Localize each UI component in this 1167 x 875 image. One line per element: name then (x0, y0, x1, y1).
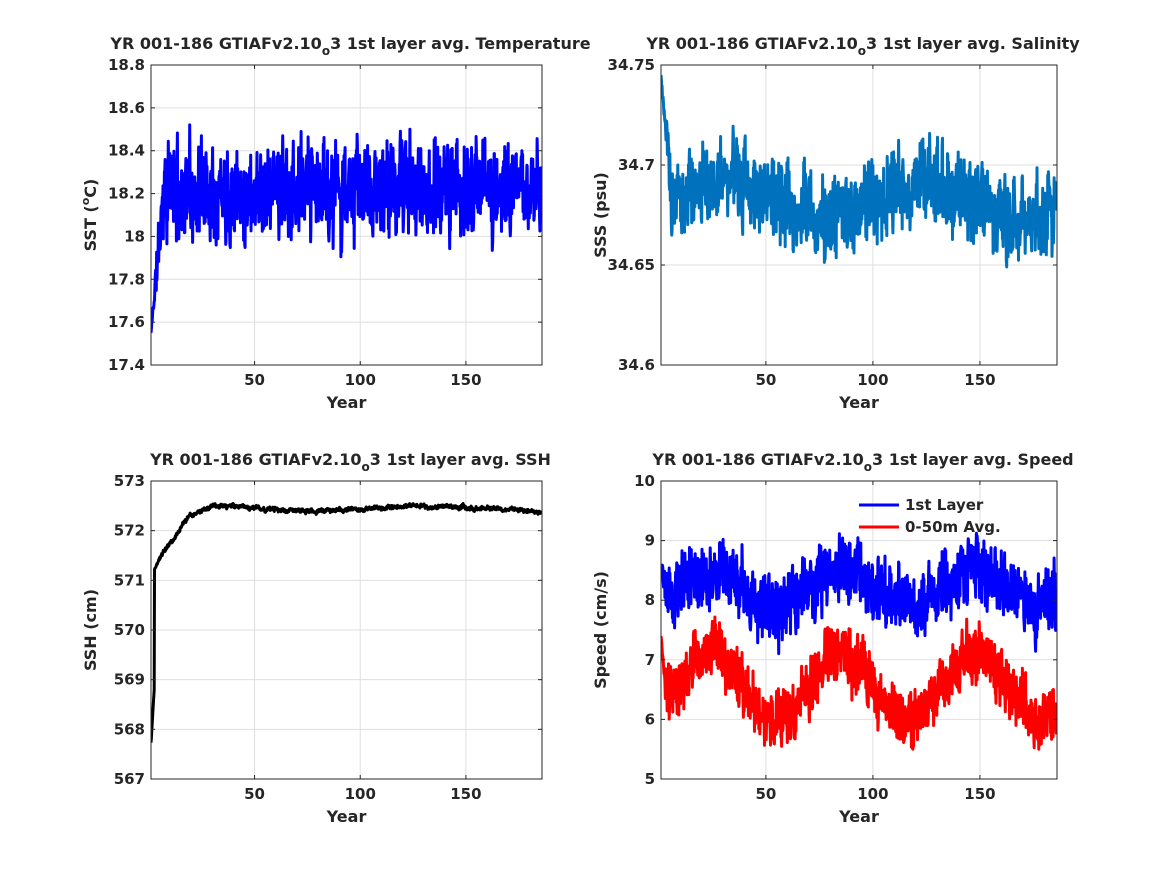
y-tick-label: 34.6 (618, 356, 655, 374)
y-tick-label: 18.6 (108, 99, 145, 117)
series-line-0-50m-avg- (661, 615, 1057, 751)
legend: 1st Layer 0-50m Avg. (859, 496, 1001, 536)
subplot-title: YR 001-186 GTIAFv2.10o3 1st layer avg. S… (149, 450, 551, 474)
x-tick-label: 50 (244, 371, 265, 389)
y-tick-label: 573 (114, 472, 145, 490)
y-axis-label: SSH (cm) (81, 589, 100, 671)
x-tick-label: 150 (964, 785, 995, 803)
y-tick-label: 569 (114, 671, 145, 689)
x-tick-label: 50 (755, 785, 776, 803)
y-tick-label: 572 (114, 522, 145, 540)
series-line-1 (661, 74, 1057, 269)
subplot-4: 50 100 150 5 6 7 8 9 10 Year Speed (cm/s) YR 001-18… (591, 450, 1074, 826)
y-tick-label: 18 (124, 227, 145, 245)
plot-frame (150, 64, 543, 366)
y-axis-label: SSS (psu) (591, 172, 610, 258)
x-tick-label: 100 (857, 371, 888, 389)
x-axis-label: Year (326, 393, 367, 412)
x-axis-label: Year (838, 807, 879, 826)
y-tick-label: 567 (114, 770, 145, 788)
y-tick-label: 10 (634, 472, 655, 490)
y-tick-label: 8 (645, 591, 655, 609)
y-tick-label: 7 (645, 651, 655, 669)
y-tick-label: 17.4 (108, 356, 145, 374)
y-tick-label: 18.8 (108, 56, 145, 74)
y-tick-label: 17.6 (108, 313, 145, 331)
legend-label-1: 1st Layer (905, 496, 984, 514)
x-tick-label: 100 (345, 371, 376, 389)
y-tick-label: 18.2 (108, 185, 145, 203)
x-tick-label: 100 (345, 785, 376, 803)
subplot-2: 50 100 150 34.6 34.65 34.7 34.75 Year SSS (psu) Y… (591, 34, 1080, 412)
plot-frame (660, 64, 1058, 366)
y-tick-label: 34.7 (618, 156, 655, 174)
plot-area (660, 480, 1058, 780)
series-line-1 (151, 123, 542, 334)
y-tick-label: 34.75 (608, 56, 655, 74)
y-tick-label: 568 (114, 720, 145, 738)
legend-label-2: 0-50m Avg. (905, 518, 1001, 536)
y-tick-label: 34.65 (608, 256, 655, 274)
subplot-1: 50 100 150 17.4 17.6 17.8 18 18.2 18.4 18.6 18.8 Ye… (79, 34, 591, 412)
y-tick-label: 6 (645, 710, 655, 728)
y-tick-label: 17.8 (108, 270, 145, 288)
subplot-title: YR 001-186 GTIAFv2.10o3 1st layer avg. T… (109, 34, 590, 58)
x-tick-label: 150 (964, 371, 995, 389)
subplot-title: YR 001-186 GTIAFv2.10o3 1st layer avg. S… (651, 450, 1073, 474)
x-tick-label: 100 (857, 785, 888, 803)
y-tick-label: 5 (645, 770, 655, 788)
y-axis-label: Speed (cm/s) (591, 571, 610, 689)
x-tick-label: 50 (755, 371, 776, 389)
x-tick-label: 150 (450, 371, 481, 389)
x-axis-label: Year (838, 393, 879, 412)
y-tick-label: 571 (114, 571, 145, 589)
series-line-1st-layer (661, 531, 1057, 656)
x-tick-label: 150 (450, 785, 481, 803)
subplot-3: 50 100 150 567 568 569 570 571 572 573 Year SSH (cm… (81, 450, 551, 826)
series-line-1 (151, 502, 542, 743)
y-tick-label: 9 (645, 532, 655, 550)
x-axis-label: Year (326, 807, 367, 826)
subplot-title: YR 001-186 GTIAFv2.10o3 1st layer avg. S… (645, 34, 1080, 58)
y-tick-label: 18.4 (108, 142, 145, 160)
y-axis-label: SST (oC) (79, 179, 100, 252)
y-tick-label: 570 (114, 621, 145, 639)
plot-frame (660, 480, 1058, 780)
x-tick-label: 50 (244, 785, 265, 803)
